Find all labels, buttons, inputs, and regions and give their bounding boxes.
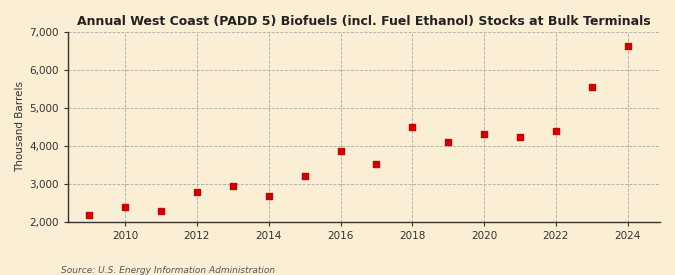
Point — [407, 125, 418, 130]
Text: Source: U.S. Energy Information Administration: Source: U.S. Energy Information Administ… — [61, 266, 275, 275]
Point — [622, 44, 633, 48]
Point — [156, 209, 167, 214]
Point — [371, 162, 382, 167]
Point — [192, 189, 202, 194]
Point — [551, 129, 562, 133]
Point — [299, 174, 310, 178]
Point — [84, 213, 95, 217]
Point — [227, 184, 238, 188]
Title: Annual West Coast (PADD 5) Biofuels (incl. Fuel Ethanol) Stocks at Bulk Terminal: Annual West Coast (PADD 5) Biofuels (inc… — [77, 15, 651, 28]
Point — [335, 148, 346, 153]
Point — [443, 140, 454, 144]
Point — [514, 135, 525, 139]
Point — [263, 194, 274, 199]
Point — [119, 204, 130, 209]
Y-axis label: Thousand Barrels: Thousand Barrels — [15, 81, 25, 172]
Point — [587, 84, 597, 89]
Point — [479, 131, 489, 136]
